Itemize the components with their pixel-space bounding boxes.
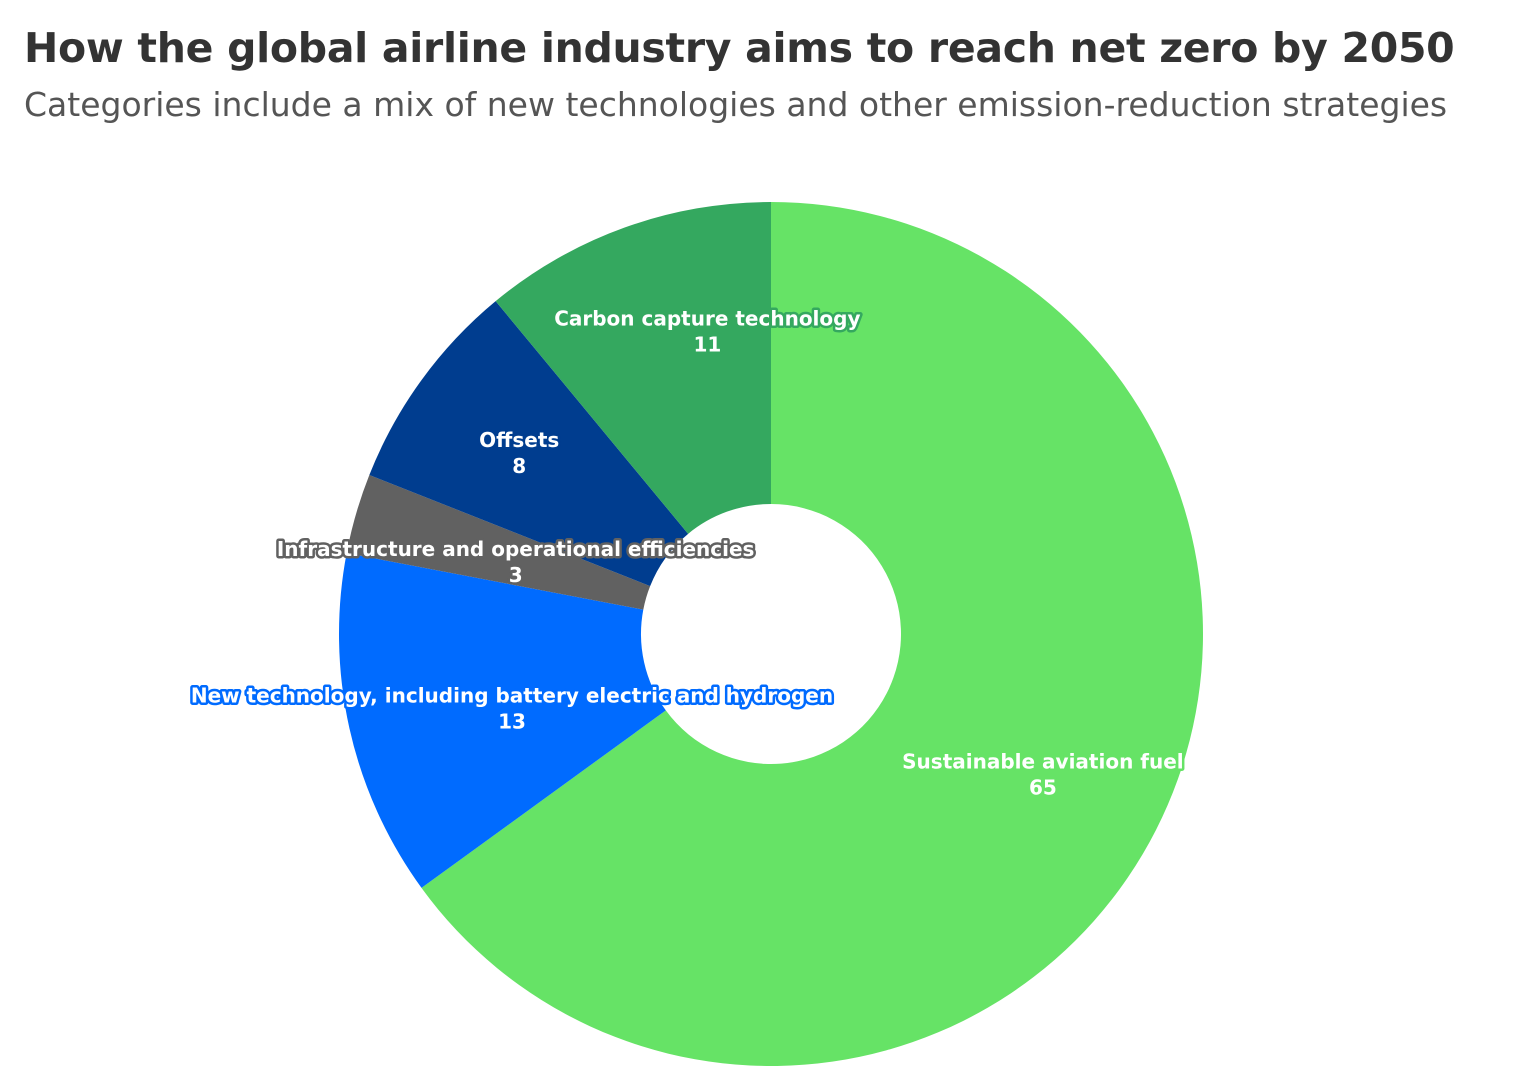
slice-label-name: Infrastructure and operational efficienc… — [277, 537, 755, 561]
slice-label-offsets: Offsets 8 — [479, 428, 559, 478]
slice-label-infrastructure-and-operational-efficiencies: Infrastructure and operational efficienc… — [277, 537, 755, 587]
slice-label-value: 11 — [693, 332, 721, 356]
chart-title: How the global airline industry aims to … — [24, 24, 1455, 72]
slice-label-value: 65 — [1029, 776, 1057, 800]
chart-subtitle: Categories include a mix of new technolo… — [24, 85, 1448, 124]
slice-offsets — [369, 301, 689, 587]
slice-label-sustainable-aviation-fuel: Sustainable aviation fuel 65 — [902, 750, 1184, 800]
slice-label-carbon-capture-technology: Carbon capture technology 11 — [554, 306, 860, 356]
slice-sustainable-aviation-fuel — [421, 202, 1204, 1066]
slice-label-name: Sustainable aviation fuel — [902, 750, 1184, 774]
slice-carbon-capture-technology — [495, 202, 771, 534]
slice-label-name: Offsets — [479, 428, 559, 452]
slice-label-value: 8 — [512, 454, 526, 478]
slice-infrastructure-and-operational-efficiencies — [346, 474, 651, 610]
slice-label-value: 3 — [509, 563, 523, 587]
donut-slices — [339, 202, 1204, 1066]
slice-label-name: New technology, including battery electr… — [191, 683, 833, 707]
slice-label-value: 13 — [498, 709, 526, 733]
slice-label-name: Carbon capture technology — [554, 306, 860, 330]
slice-label-new-technology-including-battery-electric-and-hydrogen: New technology, including battery electr… — [191, 683, 833, 733]
donut-labels: Sustainable aviation fuel 65 New technolog… — [188, 304, 1186, 802]
slice-new-technology-including-battery-electric-and-hydrogen — [339, 553, 666, 888]
